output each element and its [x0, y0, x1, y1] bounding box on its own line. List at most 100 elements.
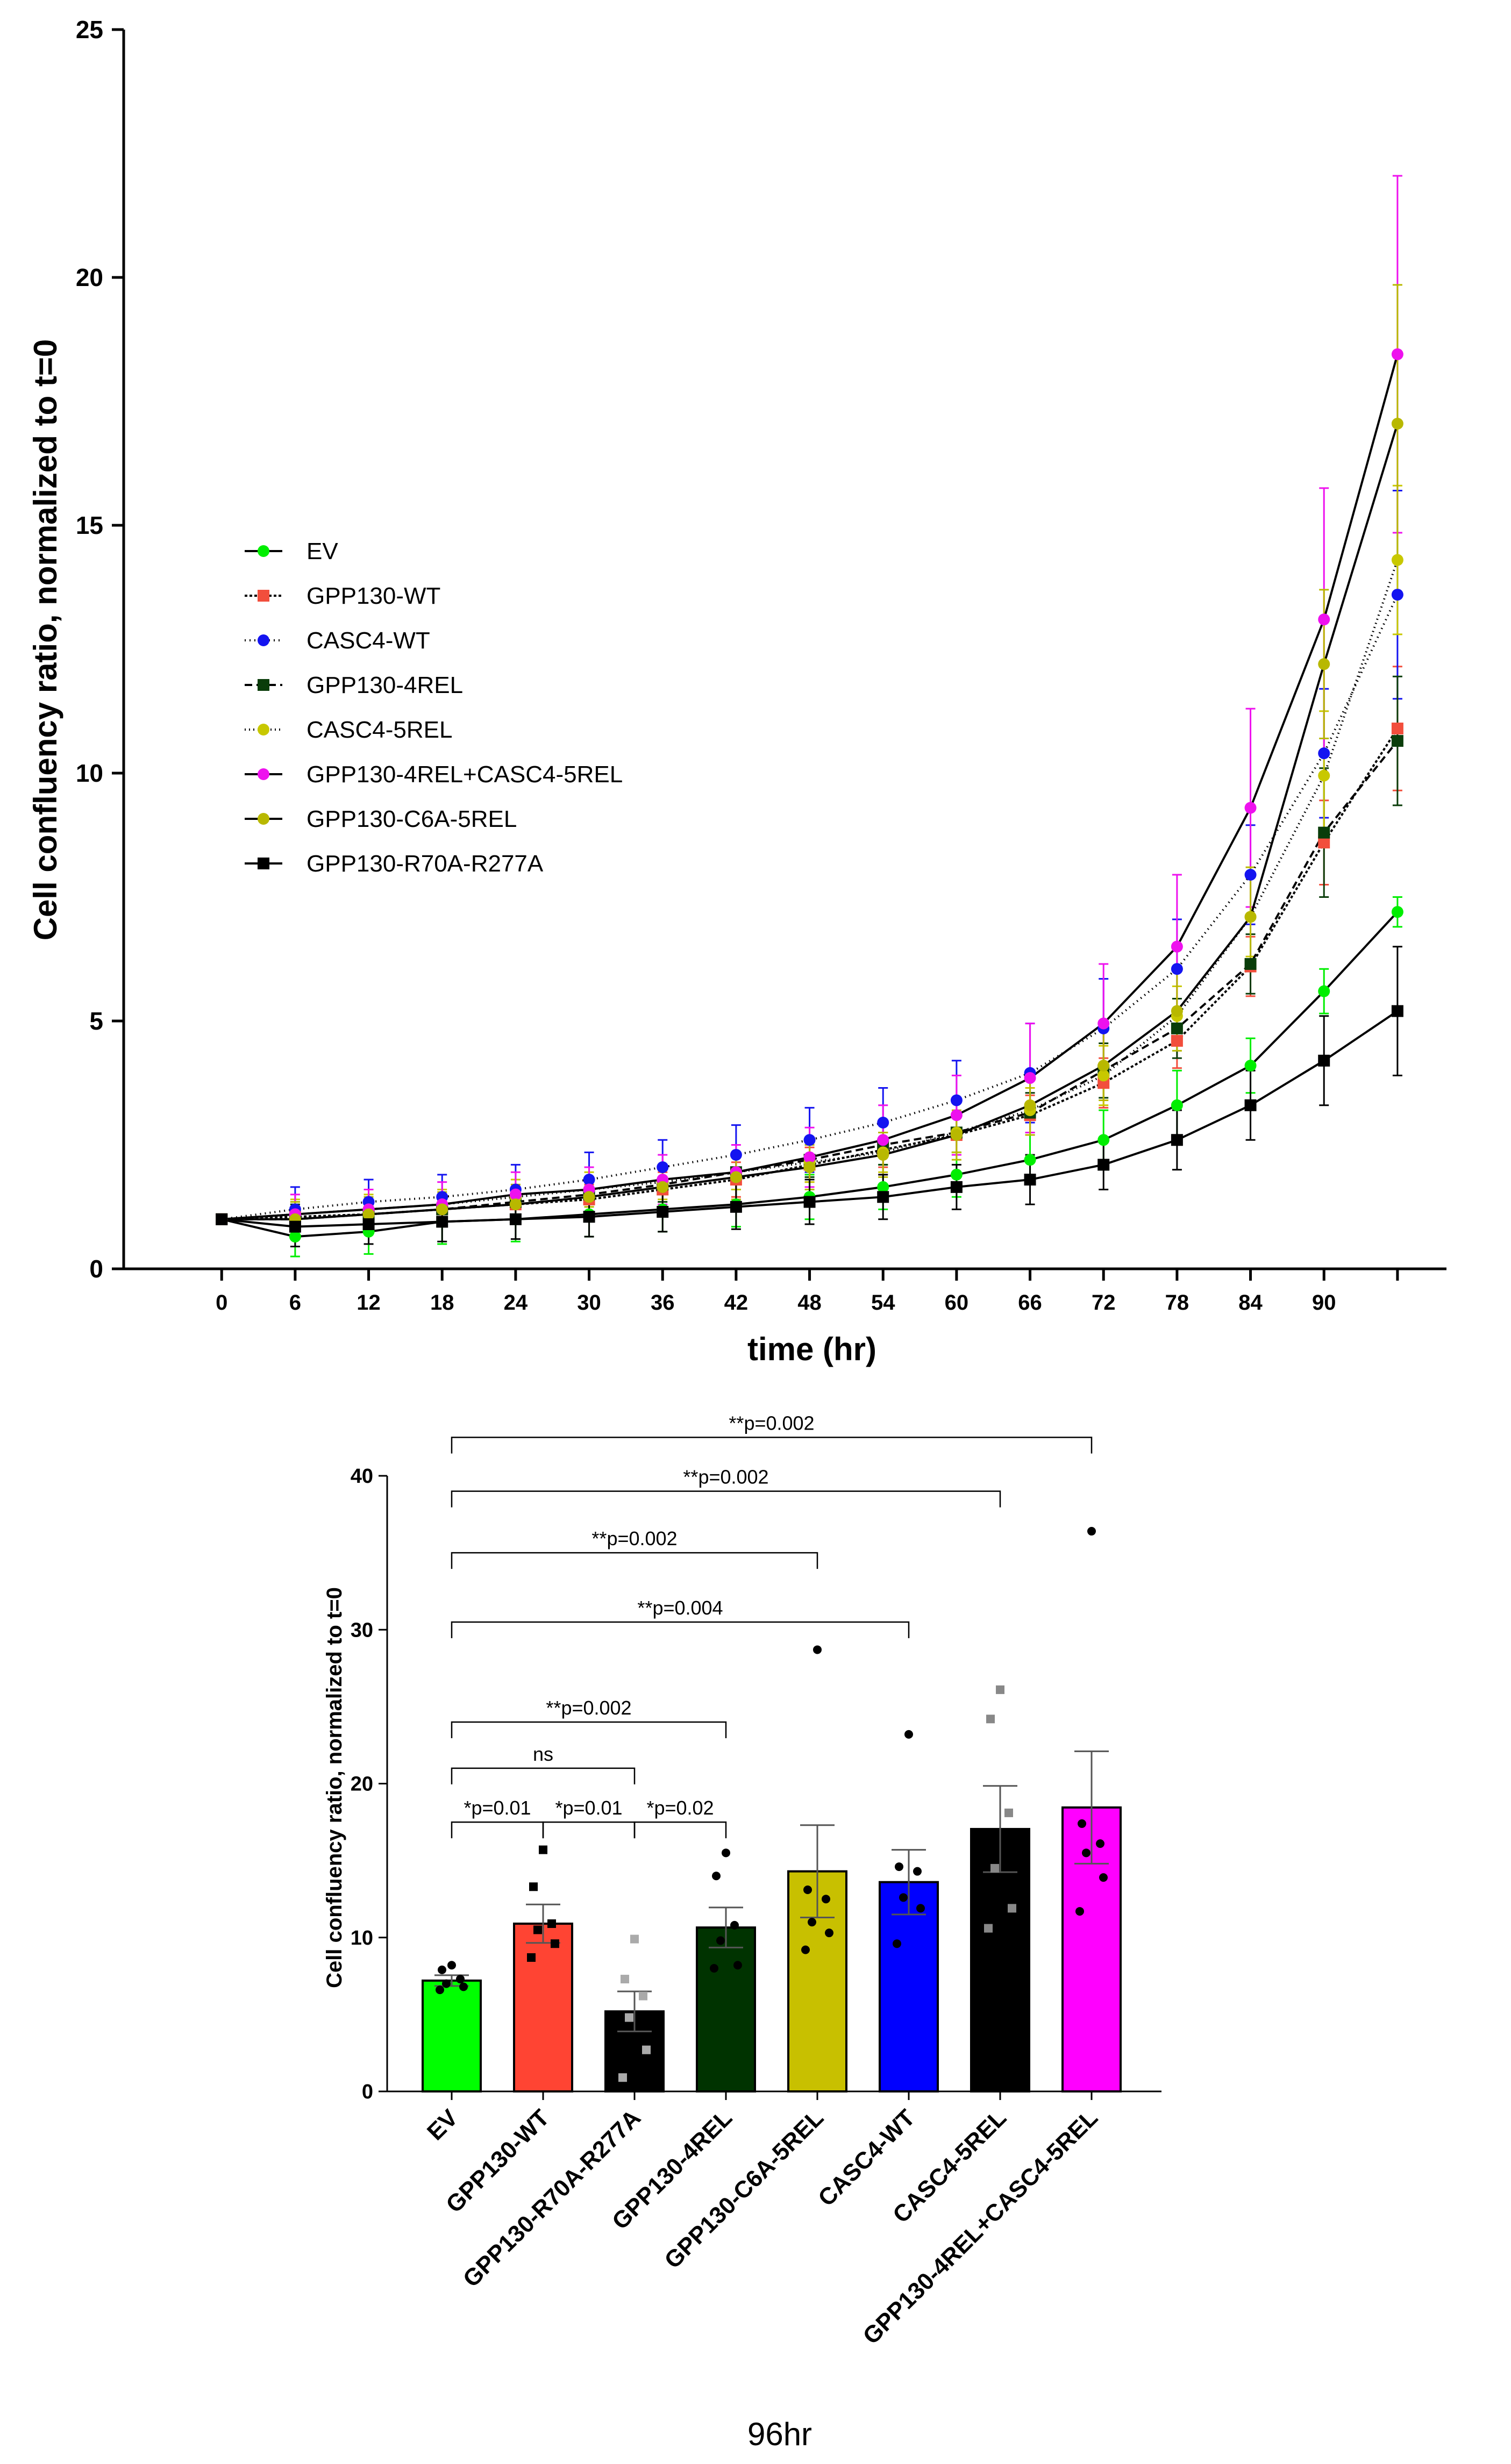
top-data-point [1318, 1054, 1330, 1067]
replicate-point [730, 1920, 739, 1930]
top-data-point [1024, 1099, 1036, 1111]
top-data-point [1391, 906, 1403, 918]
replicate-point [533, 1925, 542, 1934]
top-data-point [1391, 735, 1403, 747]
top-data-point [1391, 348, 1403, 360]
legend-marker [258, 813, 269, 825]
top-series-lines [221, 354, 1399, 1238]
top-y-tick-label: 15 [76, 511, 103, 539]
legend-label: GPP130-R70A-R277A [307, 851, 544, 877]
top-data-point [657, 1161, 669, 1173]
legend-marker [258, 634, 269, 646]
top-data-point [1318, 613, 1330, 626]
replicate-point [1008, 1904, 1016, 1913]
top-x-tick-label: 42 [724, 1291, 749, 1315]
bar [696, 1926, 756, 2093]
significance-label: **p=0.002 [683, 1466, 768, 1488]
significance-bracket [633, 1821, 727, 1839]
top-data-point [1171, 1099, 1183, 1111]
replicate-point [990, 1863, 999, 1873]
top-data-point [657, 1181, 669, 1193]
replicate-point [822, 1895, 830, 1904]
legend-label: GPP130-4REL+CASC4-5REL [307, 761, 623, 788]
replicate-point [547, 1919, 556, 1928]
top-data-point [1318, 837, 1330, 849]
replicate-point [904, 1730, 913, 1739]
legend-marker [258, 679, 269, 691]
significance-label: ns [533, 1743, 553, 1765]
top-data-point [1171, 940, 1183, 953]
replicate-point [803, 1886, 812, 1895]
top-data-point [1391, 1005, 1403, 1017]
top-data-point [583, 1191, 595, 1203]
top-data-point [803, 1151, 816, 1163]
top-data-point [1171, 963, 1183, 975]
replicate-point [639, 1991, 647, 2001]
top-y-tick-label: 25 [76, 16, 103, 44]
top-y-tick-label: 0 [89, 1255, 103, 1283]
top-data-point [1244, 958, 1257, 970]
top-x-tick-label: 12 [357, 1291, 381, 1315]
category-label: EV [422, 2104, 464, 2146]
top-data-point [730, 1148, 742, 1161]
top-data-point [950, 1129, 963, 1141]
replicate-point [899, 1893, 908, 1902]
bottom-y-tick-label: 10 [351, 1927, 373, 1949]
top-data-point [1318, 747, 1330, 760]
significance-label: **p=0.002 [591, 1527, 677, 1549]
top-error-bars [290, 175, 1402, 1258]
replicate-point [438, 1965, 446, 1974]
replicate-point [808, 1918, 816, 1927]
top-data-point [877, 1148, 889, 1161]
bottom-caption: 96hr [747, 2416, 812, 2452]
top-data-point [1391, 417, 1403, 430]
top-x-tick-label: 36 [651, 1291, 675, 1315]
replicate-point [716, 1936, 725, 1945]
replicate-point [1082, 1848, 1091, 1858]
significance-label: **p=0.002 [729, 1412, 814, 1434]
top-data-point [730, 1201, 742, 1213]
top-series-markers [216, 348, 1403, 1243]
replicate-point [1099, 1873, 1108, 1882]
category-label: GPP130-C6A-5REL [659, 2104, 829, 2274]
legend-label: EV [307, 538, 338, 565]
96hr-bar-chart: 0 10 20 30 40 *p=0.01 *p=0.01 *p=0.02 ns **p=0.0… [323, 1412, 1161, 2452]
significance-bracket [451, 1437, 1093, 1454]
legend-label: GPP130-4REL [307, 672, 463, 698]
top-data-point [803, 1161, 816, 1173]
replicate-point [996, 1685, 1004, 1694]
top-x-tick-label: 78 [1165, 1291, 1189, 1315]
top-data-point [657, 1205, 669, 1218]
top-data-point [509, 1198, 522, 1211]
top-x-tick-label: 48 [797, 1291, 822, 1315]
significance-label: *p=0.02 [646, 1797, 714, 1819]
top-x-tick-label: 30 [577, 1291, 601, 1315]
replicate-point [539, 1845, 547, 1854]
top-x-tick-label: 90 [1312, 1291, 1336, 1315]
legend-label: GPP130-WT [307, 583, 440, 609]
replicate-point [913, 1867, 922, 1876]
replicate-point [895, 1862, 903, 1872]
top-data-point [877, 1191, 889, 1203]
top-data-point [1391, 589, 1403, 601]
bottom-bars [422, 1806, 1122, 2093]
bar [513, 1922, 573, 2093]
top-data-point [803, 1196, 816, 1208]
top-data-point [583, 1211, 595, 1223]
replicate-point [722, 1848, 730, 1858]
bottom-y-tick-label: 40 [351, 1465, 373, 1488]
replicate-point [447, 1961, 456, 1970]
top-data-point [877, 1134, 889, 1146]
top-data-point [509, 1188, 522, 1201]
category-label: GPP130-R70A-R277A [458, 2104, 646, 2292]
replicate-point [733, 1961, 742, 1970]
top-data-point [1318, 658, 1330, 670]
top-data-point [362, 1218, 375, 1231]
top-data-point [1024, 1072, 1036, 1084]
bar [422, 1979, 482, 2092]
top-data-point [436, 1216, 448, 1228]
replicate-point [630, 1934, 639, 1944]
top-x-tick-label: 18 [430, 1291, 454, 1315]
legend-marker [258, 858, 269, 869]
